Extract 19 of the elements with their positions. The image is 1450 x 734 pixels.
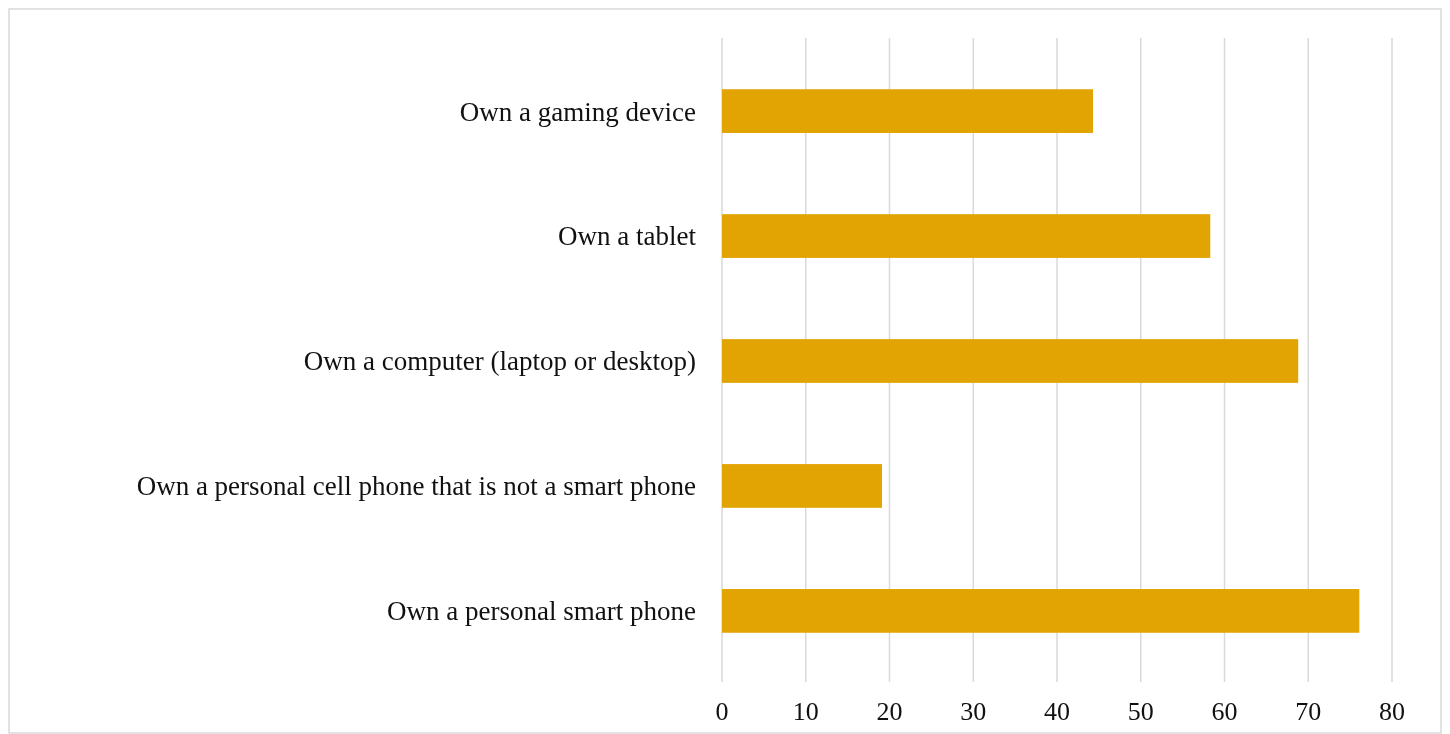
y-tick-label: Own a tablet: [558, 221, 697, 252]
x-tick-label: 50: [1127, 697, 1154, 726]
bar: [722, 589, 1360, 633]
x-tick-label: 20: [876, 697, 903, 726]
x-tick-label: 70: [1295, 697, 1322, 726]
y-tick-label: Own a personal smart phone: [387, 596, 697, 627]
x-tick-label: 10: [792, 697, 819, 726]
y-tick-label: Own a computer (laptop or desktop): [303, 346, 696, 377]
x-tick-label: 80: [1379, 697, 1405, 726]
bar: [722, 339, 1299, 383]
bar: [722, 214, 1211, 258]
bar: [722, 89, 1094, 133]
x-tick-label: 0: [715, 697, 729, 726]
y-tick-label: Own a personal cell phone that is not a smart phone: [136, 471, 697, 502]
y-tick-label: Own a gaming device: [459, 96, 697, 127]
x-tick-label: 30: [960, 697, 987, 726]
x-tick-label: 40: [1044, 697, 1070, 726]
bar: [722, 464, 882, 508]
x-tick-label: 60: [1211, 697, 1238, 726]
